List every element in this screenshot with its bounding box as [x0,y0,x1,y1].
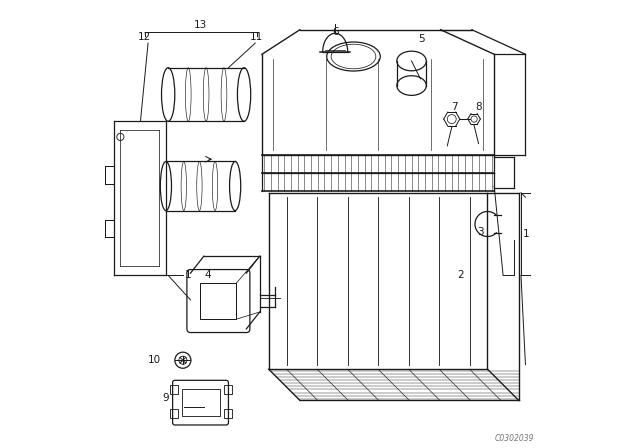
Text: 6: 6 [332,27,339,37]
Text: 13: 13 [194,20,207,30]
Text: 7: 7 [452,102,458,112]
Bar [224,385,232,394]
Bar [224,409,232,418]
Bar [200,283,237,319]
Bar [170,385,179,394]
Text: 1: 1 [185,270,191,280]
Text: 4: 4 [204,270,211,280]
Text: 2: 2 [458,270,464,280]
Text: 8: 8 [476,102,482,112]
Bar [182,389,220,416]
Text: 11: 11 [250,32,263,42]
Text: 1: 1 [523,229,530,239]
Bar [170,409,179,418]
Text: 12: 12 [138,32,152,42]
Text: C0302039: C0302039 [495,434,534,443]
Text: 3: 3 [477,227,484,237]
Text: 5: 5 [419,34,425,43]
Text: 10: 10 [148,355,161,365]
Text: 9: 9 [163,393,169,403]
